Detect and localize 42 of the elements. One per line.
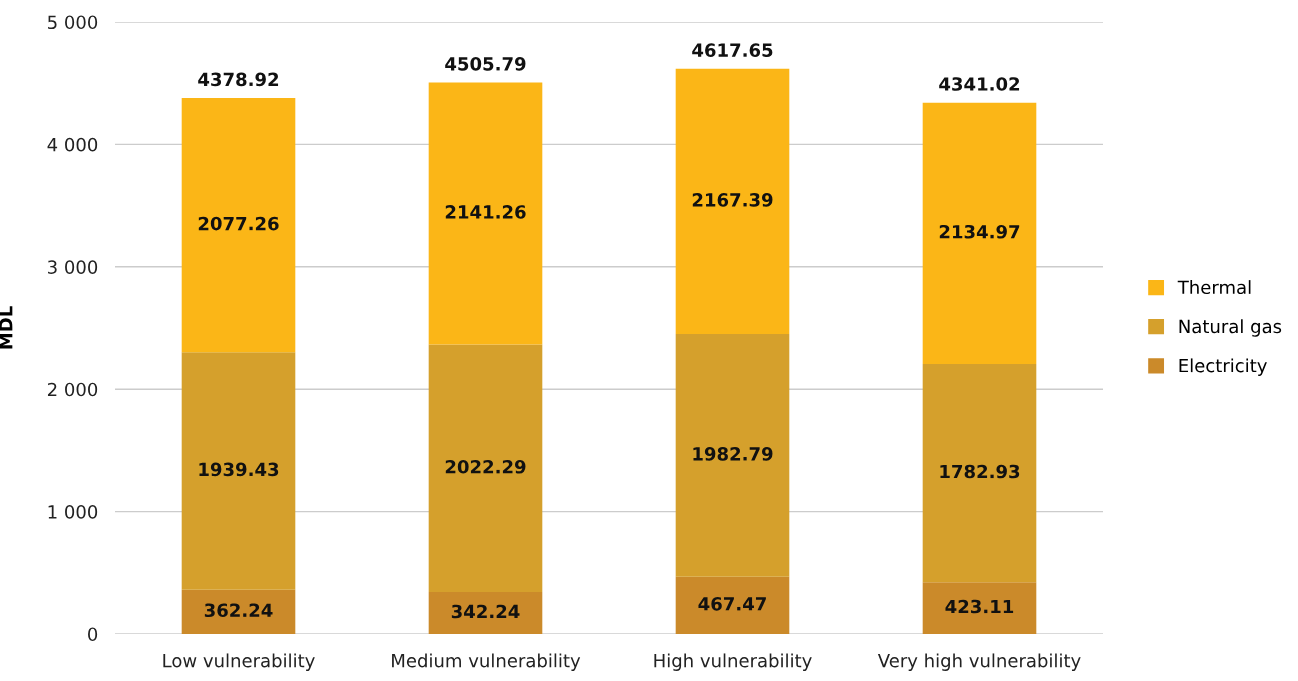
data-label: 362.24 — [204, 603, 273, 618]
bar — [922, 102, 1037, 364]
bar — [675, 576, 790, 634]
legend-label: Thermal — [1177, 280, 1251, 295]
total-label: 4617.65 — [692, 43, 773, 57]
data-label: 342.24 — [451, 604, 520, 619]
bar — [675, 68, 790, 335]
y-axis-title: MDL — [0, 306, 13, 349]
y-tick-label: 3 000 — [48, 260, 98, 274]
data-label: 2134.97 — [939, 224, 1020, 239]
bar — [181, 98, 296, 353]
data-label: 1982.79 — [693, 447, 773, 461]
y-tick-label: 2 000 — [47, 382, 98, 397]
bar — [428, 344, 543, 593]
x-tick-label: Medium vulnerability — [392, 653, 581, 671]
x-tick-label: Low vulnerability — [163, 653, 315, 671]
bar — [428, 82, 543, 345]
bar — [428, 592, 543, 634]
bar — [181, 352, 296, 590]
data-label: 467.47 — [698, 596, 766, 611]
total-label: 4378.92 — [198, 72, 279, 87]
total-label: 4505.79 — [445, 57, 526, 71]
bar — [922, 582, 1037, 634]
y-tick-label: 0 — [88, 627, 98, 642]
data-label: 2141.26 — [445, 205, 526, 219]
data-label: 423.11 — [945, 599, 1014, 614]
y-tick-label: 4 000 — [47, 137, 98, 152]
data-label: 2022.29 — [445, 459, 526, 474]
data-label: 2077.26 — [198, 216, 279, 231]
y-tick-label: 5 000 — [48, 15, 98, 30]
legend-label: Electricity — [1179, 358, 1267, 376]
data-label: 1782.93 — [940, 464, 1020, 479]
bar — [181, 589, 296, 634]
x-tick-label: High vulnerability — [654, 653, 812, 671]
data-label: 2167.39 — [692, 193, 773, 207]
x-tick-label: Very high vulnerability — [877, 653, 1081, 671]
legend-label: Natural gas — [1179, 319, 1282, 337]
total-label: 4341.02 — [939, 77, 1020, 91]
bar — [922, 363, 1037, 583]
bar — [675, 334, 790, 577]
y-tick-label: 1 000 — [48, 505, 98, 519]
data-label: 1939.43 — [199, 462, 279, 477]
